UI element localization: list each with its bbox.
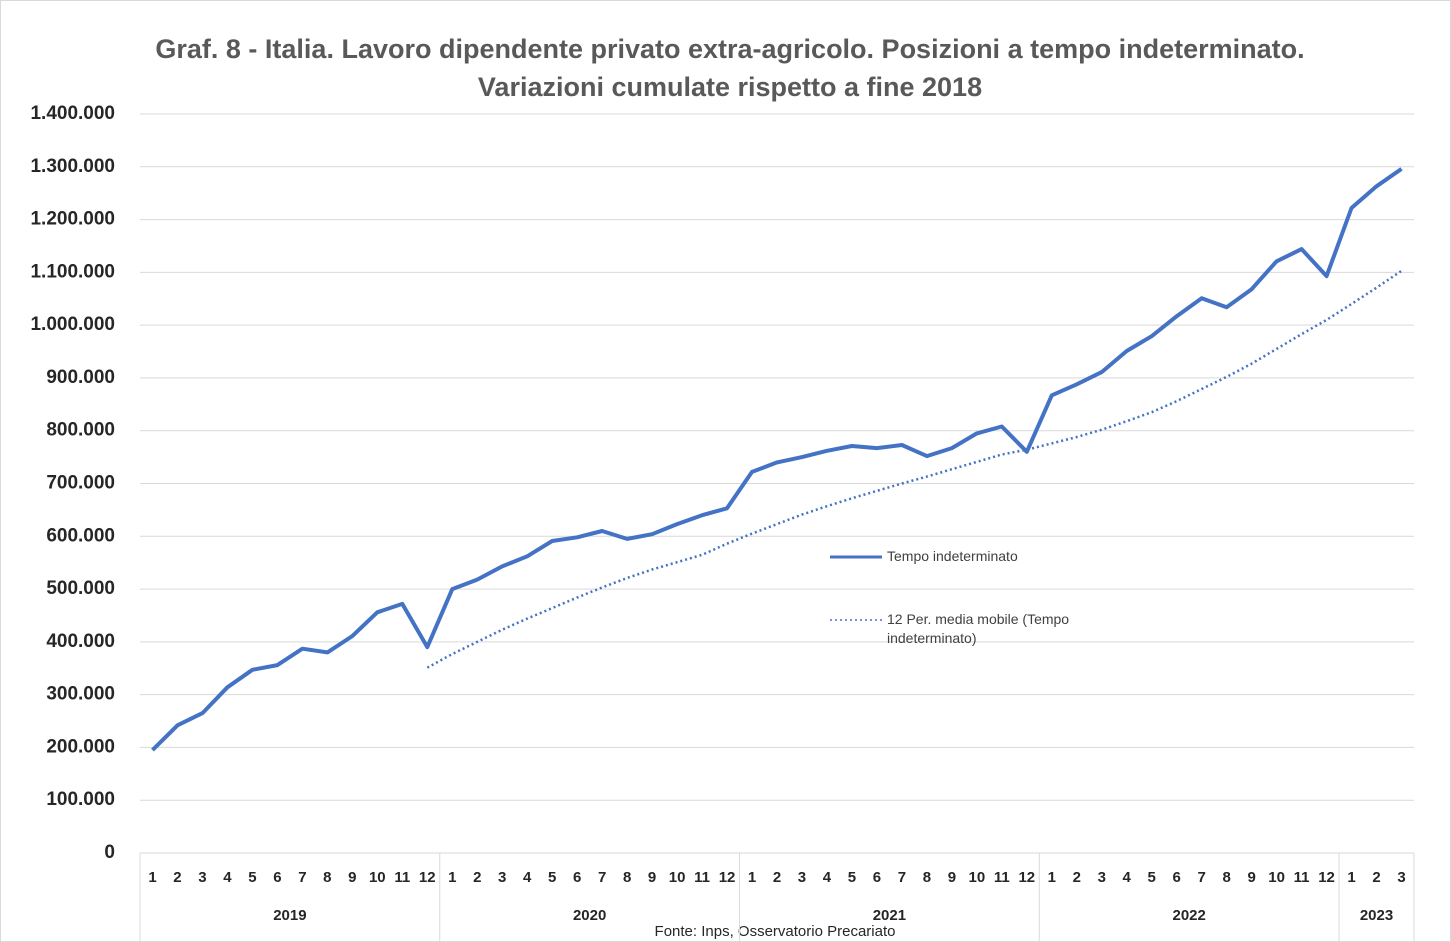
series-line: [426, 269, 1403, 669]
x-tick-label: 5: [848, 869, 856, 886]
x-tick-label: 5: [1148, 869, 1156, 886]
group-label: 2020: [573, 907, 606, 924]
x-tick-label: 12: [419, 869, 436, 886]
y-tick-label: 1.000.000: [30, 314, 115, 335]
x-tick-label: 4: [223, 869, 232, 886]
x-tick-label: 5: [548, 869, 556, 886]
x-tick-label: 3: [1397, 869, 1405, 886]
x-tick-label: 10: [1268, 869, 1285, 886]
y-tick-label: 1.300.000: [30, 156, 115, 177]
x-tick-label: 6: [573, 869, 581, 886]
x-tick-label: 8: [323, 869, 331, 886]
x-tick-label: 5: [248, 869, 256, 886]
y-tick-label: 700.000: [46, 473, 115, 494]
x-tick-label: 8: [923, 869, 931, 886]
y-tick-label: 0: [104, 842, 115, 863]
x-tick-label: 8: [1222, 869, 1230, 886]
x-tick-label: 2: [473, 869, 481, 886]
group-label: 2019: [273, 907, 306, 924]
x-tick-label: 9: [1247, 869, 1255, 886]
x-tick-label: 9: [348, 869, 356, 886]
x-tick-label: 12: [1318, 869, 1335, 886]
x-tick-label: 1: [448, 869, 456, 886]
x-tick-label: 3: [198, 869, 206, 886]
x-tick-label: 2: [1073, 869, 1081, 886]
y-tick-label: 900.000: [46, 367, 115, 388]
x-tick-label: 11: [1294, 869, 1310, 886]
group-label: 2023: [1360, 907, 1393, 924]
chart-title: Graf. 8 - Italia. Lavoro dipendente priv…: [155, 34, 1305, 102]
x-tick-label: 1: [1347, 869, 1355, 886]
x-tick-label: 10: [669, 869, 686, 886]
x-tick-label: 10: [968, 869, 985, 886]
legend-label: 12 Per. media mobile (Tempo indeterminat…: [887, 611, 1070, 646]
x-tick-label: 12: [719, 869, 736, 886]
x-tick-label: 3: [1098, 869, 1106, 886]
x-tick-label: 10: [369, 869, 386, 886]
y-tick-label: 1.200.000: [30, 209, 115, 230]
x-tick-label: 1: [1048, 869, 1056, 886]
x-tick-label: 1: [748, 869, 756, 886]
legend-label: Tempo indeterminato: [887, 548, 1018, 564]
x-tick-label: 3: [498, 869, 506, 886]
x-tick-label: 12: [1018, 869, 1035, 886]
x-tick-label: 7: [298, 869, 306, 886]
x-tick-label: 11: [694, 869, 710, 886]
x-tick-label: 7: [898, 869, 906, 886]
source-note: Fonte: Inps, Osservatorio Precariato: [655, 923, 896, 940]
x-tick-label: 6: [873, 869, 881, 886]
y-tick-label: 800.000: [46, 420, 115, 441]
y-tick-label: 300.000: [46, 684, 115, 705]
x-tick-label: 6: [1173, 869, 1181, 886]
group-label: 2022: [1172, 907, 1205, 924]
x-tick-label: 2: [773, 869, 781, 886]
group-label: 2021: [873, 907, 906, 924]
x-tick-label: 8: [623, 869, 631, 886]
y-tick-label: 200.000: [46, 736, 115, 757]
x-tick-label: 7: [1197, 869, 1205, 886]
y-tick-label: 600.000: [46, 525, 115, 546]
x-tick-label: 1: [148, 869, 156, 886]
x-tick-label: 6: [273, 869, 281, 886]
y-tick-label: 1.100.000: [30, 261, 115, 282]
x-tick-label: 9: [648, 869, 656, 886]
y-tick-label: 100.000: [46, 789, 115, 810]
x-tick-label: 7: [598, 869, 606, 886]
x-tick-label: 9: [948, 869, 956, 886]
x-tick-label: 4: [1123, 869, 1132, 886]
x-tick-label: 4: [823, 869, 832, 886]
x-tick-label: 2: [173, 869, 181, 886]
y-tick-label: 500.000: [46, 578, 115, 599]
x-tick-label: 3: [798, 869, 806, 886]
y-tick-label: 400.000: [46, 631, 115, 652]
x-tick-label: 2: [1372, 869, 1380, 886]
x-tick-label: 4: [523, 869, 532, 886]
x-tick-label: 11: [994, 869, 1010, 886]
x-tick-label: 11: [394, 869, 410, 886]
y-tick-label: 1.400.000: [30, 103, 115, 124]
series-line: [151, 167, 1403, 752]
